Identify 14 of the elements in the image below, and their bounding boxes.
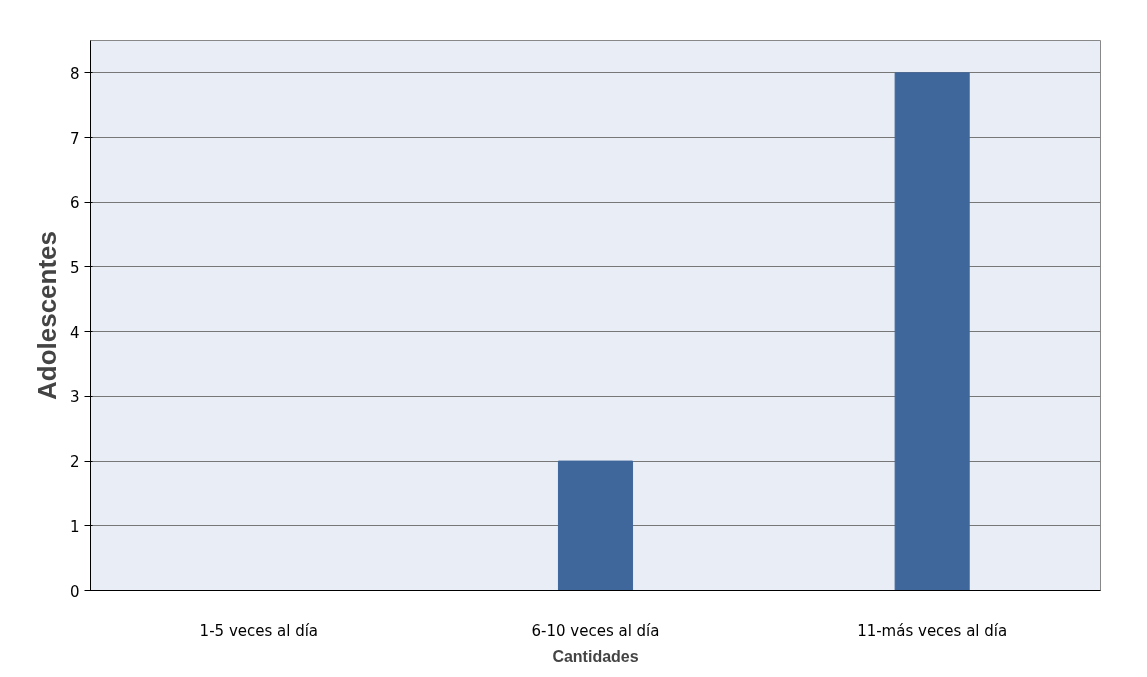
y-tick-label: 1: [69, 517, 80, 536]
x-axis-title: Cantidades: [552, 647, 639, 665]
y-tick-label: 8: [69, 64, 80, 83]
x-tick-label: 11-más veces al día: [857, 621, 1008, 640]
y-tick-label: 7: [69, 129, 80, 148]
y-axis-title: Adolescentes: [31, 230, 62, 401]
x-tick-label: 6-10 veces al día: [531, 621, 660, 640]
y-tick-label: 4: [69, 323, 80, 342]
y-tick-label: 5: [69, 258, 80, 277]
y-tick-label: 2: [69, 453, 80, 472]
x-tick-label: 1-5 veces al día: [199, 621, 319, 640]
y-tick-label: 0: [69, 582, 80, 601]
y-tick-label: 6: [69, 194, 80, 213]
y-tick-label: 3: [69, 388, 80, 407]
